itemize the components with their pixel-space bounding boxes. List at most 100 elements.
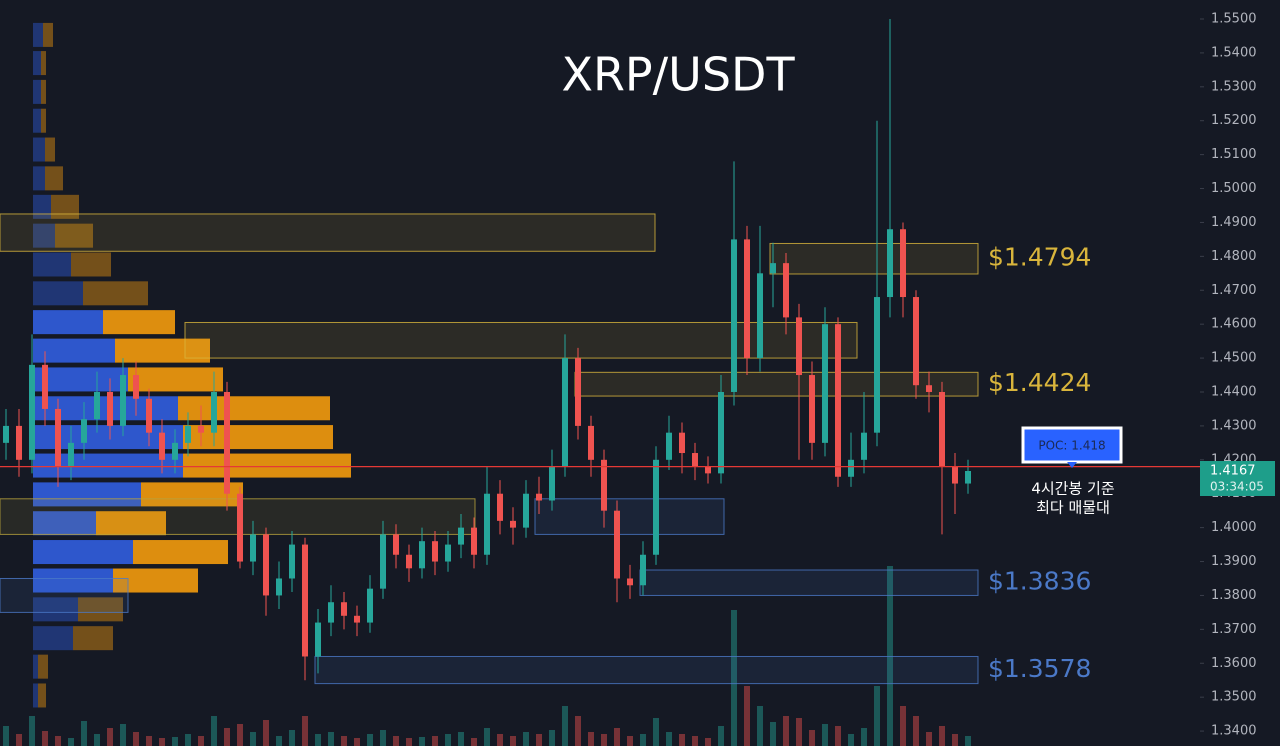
y-tick-label: 1.5500 [1211,11,1257,26]
candle-body [913,297,919,386]
candle-body [926,385,932,392]
annotation: 최다 매물대 [1036,499,1110,517]
volume-bar [211,716,217,746]
y-tick-label: 1.5300 [1211,79,1257,94]
candle-body [744,239,750,359]
profile-buy [33,540,133,565]
volume-bar [289,730,295,746]
volume-bar [627,736,633,746]
volume-bar [237,724,243,746]
candle-body [601,459,607,511]
volume-bar [458,732,464,746]
candle-body [120,375,126,426]
volume-bar [640,734,646,746]
profile-sell [41,79,46,104]
volume-bar [848,734,854,746]
volume-bar [952,734,958,746]
zone [769,242,979,275]
candle-body [562,358,568,467]
candle-body [68,442,74,467]
volume-bar [614,728,620,746]
candle-body [16,425,22,460]
candle-body [939,391,945,467]
profile-buy [33,626,73,651]
candle-body [497,493,503,521]
volume-bar [471,738,477,746]
candle-body [848,459,854,477]
profile-sell [38,654,48,679]
volume-bar [354,738,360,746]
candle-body [42,364,48,409]
profile-buy [33,396,178,421]
volume-bar [42,731,48,746]
candle-body [666,432,672,460]
volume-bar [653,718,659,746]
volume-bar [939,726,945,746]
volume-bar [172,737,178,746]
volume-bar [406,738,412,746]
candle-body [458,527,464,545]
volume-bar [68,738,74,746]
zone-label: $1.3836 [988,567,1091,596]
volume-bar [783,716,789,746]
volume-bar [81,721,87,746]
candle-body [809,375,815,443]
y-tick-label: 1.5000 [1211,181,1257,196]
profile-buy [33,511,96,536]
price-tag-value: 1.4167 [1210,464,1256,479]
volume-bar [380,730,386,746]
zone [534,498,725,535]
profile-sell [78,597,123,622]
candle-body [406,554,412,569]
volume-bar [120,724,126,746]
profile-sell [45,166,63,191]
volume-bar [757,706,763,746]
y-tick-label: 1.4400 [1211,384,1257,399]
profile-buy [33,482,141,507]
zone-label: $1.4794 [988,243,1091,272]
profile-sell [41,108,46,133]
volume-bar [185,734,191,746]
profile-buy [33,194,51,219]
volume-bar [393,736,399,746]
candle-body [653,459,659,555]
volume-bar [523,732,529,746]
volume-bar [679,734,685,746]
candle-body [133,375,139,399]
candle-body [380,534,386,589]
volume-bar [315,734,321,746]
candles [3,18,971,681]
volume-bar [224,728,230,746]
profile-buy [33,252,71,277]
candle-body [367,588,373,623]
y-tick-label: 1.3400 [1211,724,1257,739]
y-tick-label: 1.4000 [1211,520,1257,535]
profile-buy [33,281,83,306]
volume-bar [55,736,61,746]
candle-body [159,432,165,460]
y-tick-label: 1.4600 [1211,317,1257,332]
candle-body [224,391,230,494]
candle-body [55,408,61,467]
profile-sell [183,425,333,450]
volume-bar [549,730,555,746]
volume-bar [250,732,256,746]
volume-bar [926,732,932,746]
profile-sell [51,194,79,219]
candle-body [302,544,308,657]
profile-sell [103,310,175,335]
volume-bar [107,728,113,746]
price-tag [1200,461,1275,496]
candle-body [471,527,477,555]
candle-body [757,273,763,359]
volume-bar [276,736,282,746]
y-tick-label: 1.3500 [1211,690,1257,705]
profile-buy [33,79,41,104]
candle-body [354,615,360,623]
y-tick-label: 1.3600 [1211,656,1257,671]
candle-body [263,534,269,596]
volume-bar [601,734,607,746]
candle-body [237,493,243,562]
profile-buy [33,367,128,392]
profile-sell [41,51,46,76]
